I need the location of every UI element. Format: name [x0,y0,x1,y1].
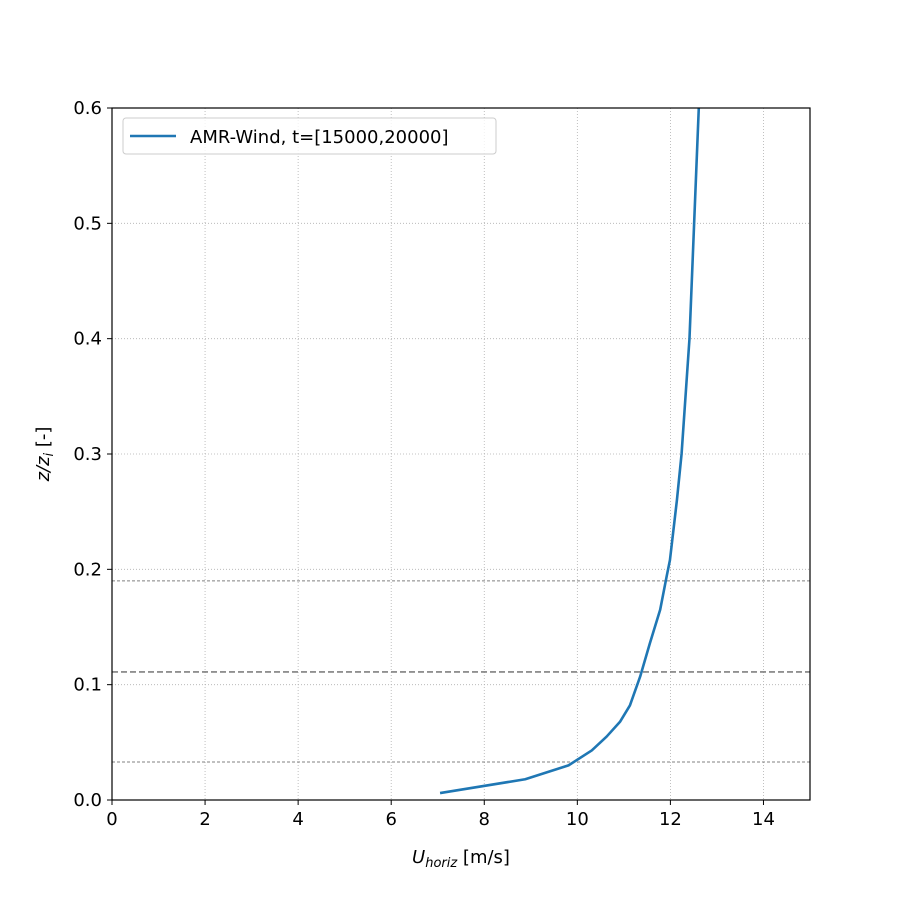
y-tick-label: 0.1 [73,675,102,696]
x-tick-label: 8 [479,809,490,830]
x-tick-label: 14 [752,809,775,830]
legend-box [122,117,497,155]
legend-label: AMR-Wind, t=[15000,20000] [190,127,449,148]
x-axis-ticks: 0 2 4 6 8 10 12 14 [106,800,775,830]
x-axis-label: Uhoriz [m/s] [412,847,510,871]
series-group [439,107,701,795]
x-tick-label: 4 [292,809,303,830]
x-tick-label: 10 [566,809,589,830]
series-line [439,107,701,795]
y-tick-label: 0.4 [73,329,102,350]
x-tick-label: 12 [659,809,682,830]
x-tick-label: 6 [385,809,396,830]
y-tick-label: 0.3 [73,444,102,465]
x-tick-label: 0 [106,809,117,830]
y-tick-label: 0.6 [73,98,102,119]
legend: AMR-Wind, t=[15000,20000] [122,117,497,155]
y-axis-ticks: 0.0 0.1 0.2 0.3 0.4 0.5 0.6 [73,98,112,811]
y-tick-label: 0.2 [73,559,102,580]
grid [111,107,810,801]
x-tick-label: 2 [199,809,210,830]
y-tick-label: 0.0 [73,790,102,811]
y-tick-label: 0.5 [73,213,102,234]
y-axis-label: z/zi [-] [33,427,57,483]
reference-lines [112,580,810,763]
